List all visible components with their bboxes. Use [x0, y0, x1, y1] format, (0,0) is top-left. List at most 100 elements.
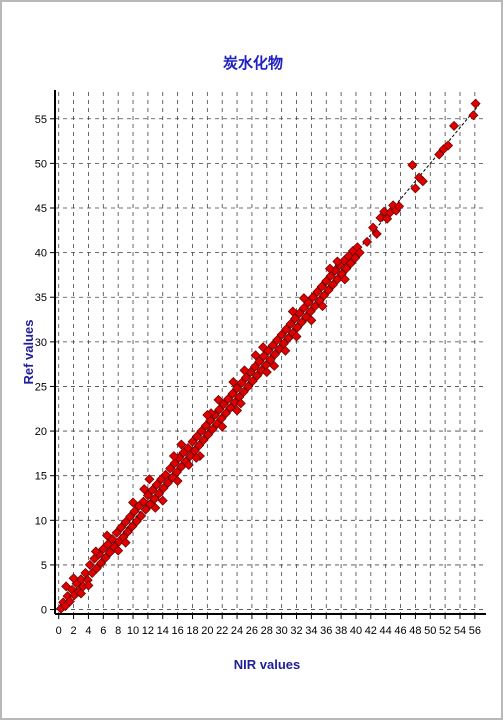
data-point — [203, 429, 214, 440]
data-point — [283, 333, 294, 344]
data-point — [280, 345, 291, 356]
data-point — [341, 263, 352, 274]
data-point — [325, 270, 336, 281]
data-point — [407, 160, 418, 171]
data-point — [379, 206, 390, 217]
data-point — [125, 511, 136, 522]
y-tick-label: 40 — [35, 248, 47, 260]
fit-line — [58, 105, 479, 610]
data-point — [332, 256, 343, 267]
data-point — [449, 120, 460, 131]
data-point — [267, 340, 278, 351]
data-point — [258, 351, 269, 362]
data-point — [327, 279, 338, 290]
data-point — [323, 285, 334, 296]
x-tick-label: 12 — [142, 625, 154, 637]
data-point — [139, 484, 150, 495]
data-point — [61, 581, 72, 592]
data-point — [274, 343, 285, 354]
x-tick-label: 44 — [380, 625, 392, 637]
data-point — [228, 377, 239, 387]
x-tick-label: 54 — [454, 625, 466, 637]
x-tick-label: 48 — [409, 625, 421, 637]
data-point — [200, 420, 211, 431]
data-point — [183, 459, 194, 470]
data-point — [168, 451, 179, 462]
data-point — [410, 183, 421, 194]
data-point — [223, 393, 234, 404]
data-point — [176, 439, 187, 450]
y-tick-label: 10 — [35, 515, 47, 527]
data-point — [312, 286, 323, 297]
y-tick-label: 20 — [35, 426, 47, 438]
data-point — [305, 306, 316, 317]
y-tick-label: 50 — [35, 158, 47, 170]
x-tick-label: 52 — [439, 625, 451, 637]
data-point — [202, 410, 213, 421]
data-point — [218, 399, 229, 410]
x-tick-label: 6 — [100, 625, 106, 637]
x-tick-label: 8 — [115, 625, 121, 637]
y-axis-label: Ref values — [21, 319, 36, 384]
data-point — [127, 521, 138, 532]
data-point — [321, 276, 332, 287]
data-point — [187, 436, 198, 447]
data-point — [207, 424, 218, 435]
x-tick-label: 40 — [350, 625, 362, 637]
x-tick-label: 2 — [71, 625, 77, 637]
data-point — [120, 517, 131, 528]
data-point — [83, 580, 94, 591]
data-point — [292, 322, 303, 333]
data-point — [229, 397, 240, 408]
data-point — [307, 292, 318, 303]
data-point — [68, 573, 79, 584]
data-point — [362, 236, 373, 247]
x-tick-label: 50 — [424, 625, 436, 637]
data-point — [265, 354, 276, 365]
data-point — [238, 386, 249, 397]
x-tick-label: 20 — [201, 625, 213, 637]
data-point — [171, 467, 182, 478]
data-point — [470, 98, 481, 109]
data-point — [291, 331, 302, 342]
x-axis-label: NIR values — [234, 657, 300, 672]
y-tick-label: 55 — [35, 114, 47, 126]
x-tick-label: 38 — [335, 625, 347, 637]
y-tick-label: 25 — [35, 381, 47, 393]
x-tick-label: 22 — [216, 625, 228, 637]
data-point — [298, 302, 309, 313]
data-point — [128, 497, 139, 508]
data-point — [269, 349, 280, 360]
data-point — [434, 149, 445, 160]
data-point — [165, 463, 176, 474]
data-point — [214, 404, 225, 415]
x-tick-label: 32 — [290, 625, 302, 637]
data-point — [227, 388, 238, 399]
data-point — [256, 365, 267, 376]
data-point — [269, 360, 280, 371]
data-point — [290, 313, 301, 324]
data-point — [306, 315, 317, 326]
data-point — [332, 274, 343, 285]
x-tick-label: 4 — [85, 625, 91, 637]
data-point — [162, 477, 173, 488]
x-tick-label: 24 — [231, 625, 243, 637]
data-point — [375, 212, 386, 223]
data-point — [247, 376, 258, 387]
data-point — [301, 311, 312, 322]
data-point — [443, 140, 454, 151]
data-point — [310, 301, 321, 312]
y-tick-label: 35 — [35, 292, 47, 304]
data-point — [317, 301, 328, 312]
data-point — [258, 342, 269, 353]
data-point — [232, 383, 243, 394]
data-point — [254, 356, 265, 367]
data-point — [220, 408, 231, 419]
data-point — [191, 431, 202, 442]
data-point — [122, 526, 133, 537]
data-point — [350, 252, 361, 263]
data-point — [76, 588, 87, 599]
x-tick-label: 46 — [394, 625, 406, 637]
data-point — [316, 281, 327, 292]
data-point — [217, 421, 228, 432]
